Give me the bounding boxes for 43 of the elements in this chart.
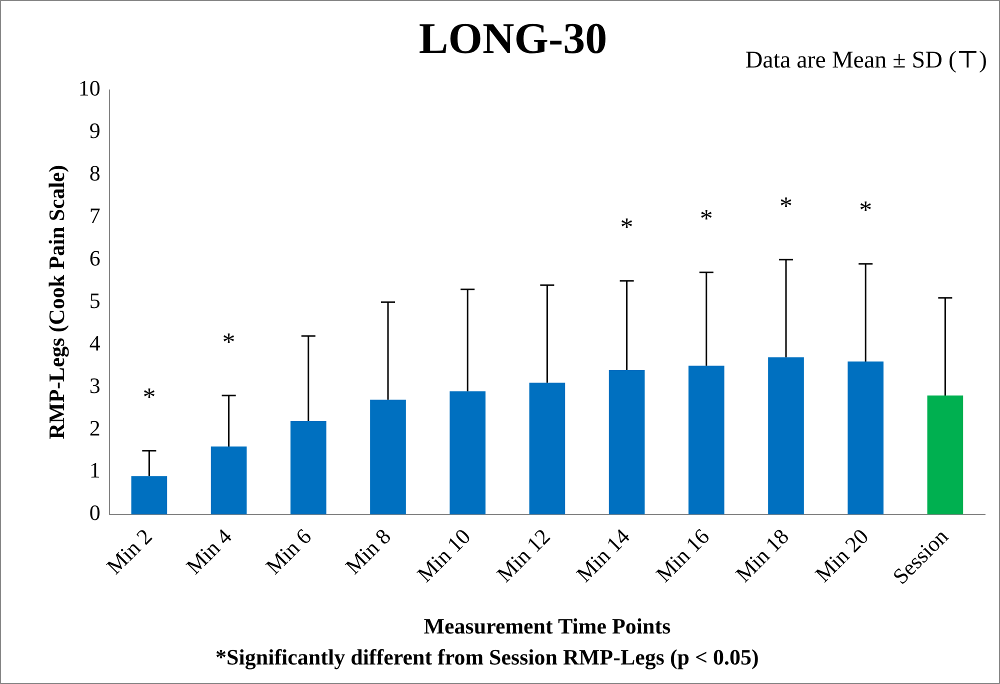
bar: [688, 366, 724, 514]
text: Data are Mean ± SD (⊤): [745, 47, 987, 74]
x-axis-title: Measurement Time Points: [424, 613, 672, 638]
bar: [290, 420, 326, 514]
x-tick-label: Min 20: [810, 524, 874, 587]
x-tick-label: Min 16: [650, 524, 714, 587]
y-tick-label: 0: [89, 500, 100, 526]
y-tick-label: 1: [89, 458, 100, 483]
bar: [131, 476, 168, 514]
y-tick-label: 4: [89, 330, 100, 356]
chart-title: LONG-30: [418, 14, 608, 63]
annotation: *: [859, 196, 872, 225]
text: *Significantly different from Session RMP-Legs (p < 0.05): [216, 644, 759, 670]
bar: [768, 357, 804, 514]
y-tick-label: 3: [89, 372, 100, 398]
bar: [608, 370, 645, 514]
y-tick-label: 10: [78, 76, 100, 101]
y-tick-label: 6: [89, 245, 100, 270]
x-tick-label: Min 14: [571, 524, 634, 587]
annotation: *: [700, 204, 713, 234]
annotation: *: [142, 382, 156, 412]
x-tick-label: Min 2: [102, 524, 157, 579]
bar: [848, 362, 884, 514]
x-tick-label: Min 12: [492, 524, 555, 587]
y-tick-label: 5: [89, 288, 100, 313]
y-axis-title: RMP-Legs (Cook Pain Scale): [44, 164, 69, 440]
y-tick-label: 7: [89, 202, 100, 228]
x-tick-label: Min 18: [730, 524, 794, 587]
bar: [529, 382, 566, 514]
bar: [370, 400, 406, 514]
bar: [210, 446, 247, 514]
annotation: *: [780, 191, 792, 220]
y-tick-label: 8: [89, 160, 100, 186]
x-tick-label: Min 10: [412, 524, 476, 587]
annotation: *: [620, 212, 634, 242]
x-tick-label: Min 4: [181, 524, 236, 579]
x-tick-label: Min 8: [340, 524, 396, 579]
x-tick-label: Min 6: [260, 524, 316, 579]
annotation: *: [222, 327, 236, 356]
bar: [927, 396, 964, 514]
bar: [450, 391, 486, 514]
y-tick-label: 2: [89, 415, 100, 440]
y-tick-label: 9: [89, 118, 100, 144]
